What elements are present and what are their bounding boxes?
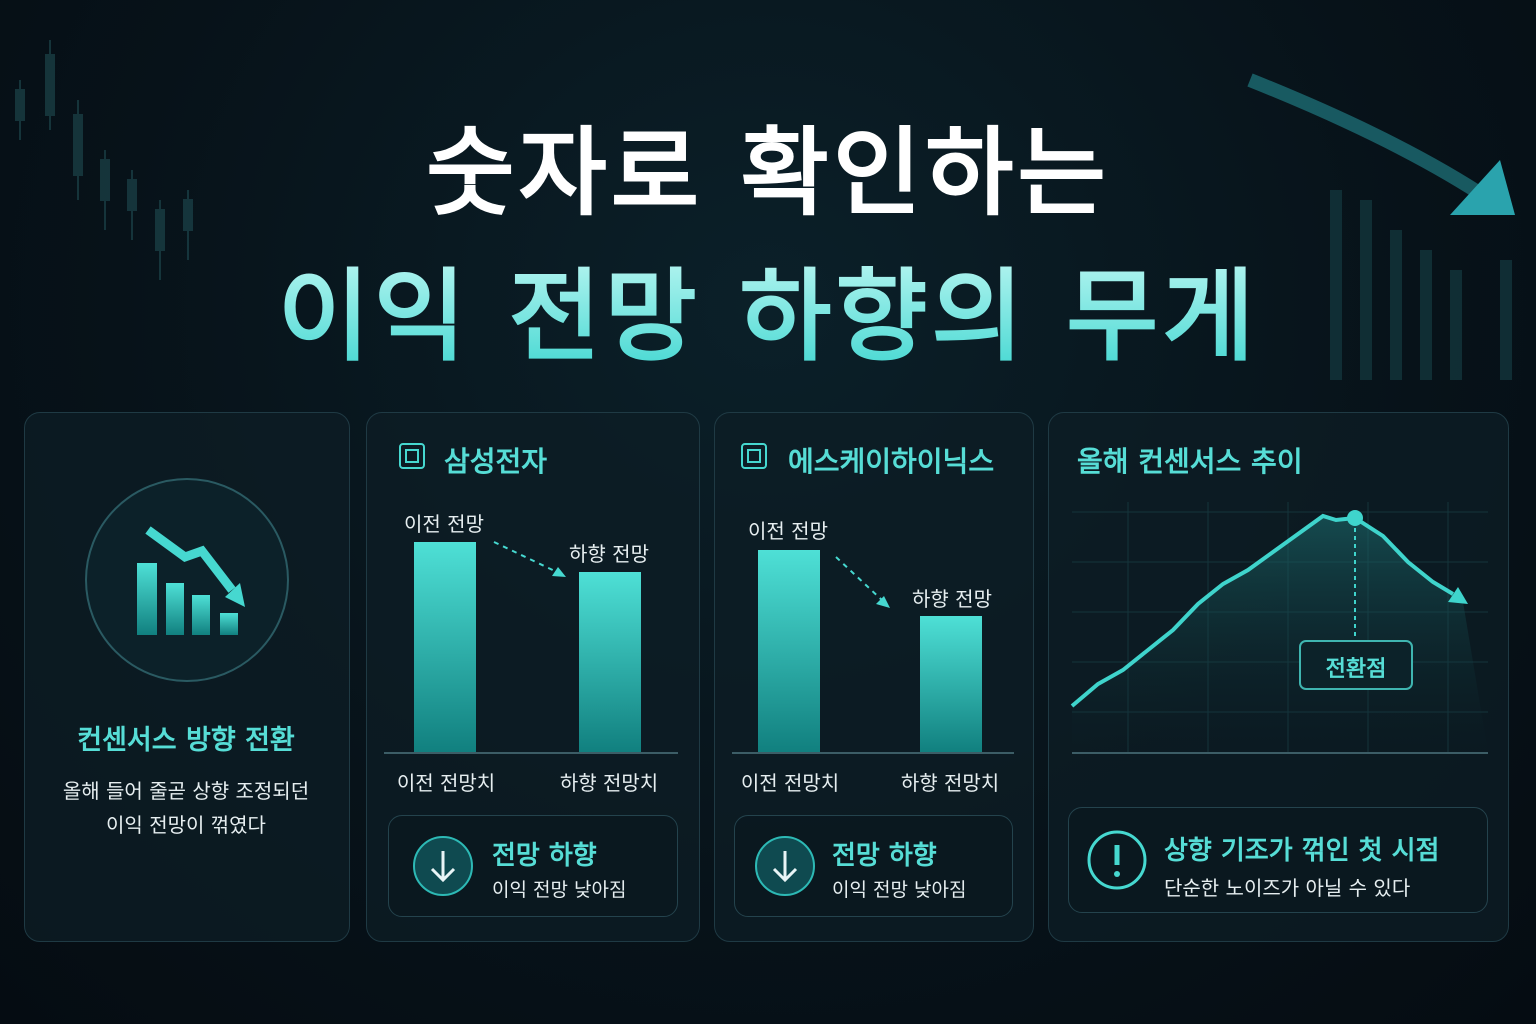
card-title: 올해 컨센서스 추이 <box>1077 445 1303 478</box>
title-line-2: 이익 전망 하향의 무게 <box>0 235 1536 380</box>
down-icon <box>755 836 815 896</box>
bar-illustration <box>384 443 678 754</box>
axis-label: 이전 전망치 <box>396 771 496 795</box>
bar-illustration <box>732 443 1014 754</box>
note-text: 단순한 노이즈가 아닐 수 있다 <box>1164 876 1411 900</box>
card-text: 이익 전망이 꺾였다 <box>106 813 266 837</box>
axis-label: 하향 전망치 <box>900 771 1000 795</box>
card-title: 삼성전자 <box>444 445 548 478</box>
badge-text: 이익 전망 낮아짐 <box>492 879 627 901</box>
badge <box>1068 807 1488 913</box>
bar-label: 하향 전망 <box>912 587 992 611</box>
card-title: 컨센서스 방향 전환 <box>77 725 295 756</box>
alert-icon <box>1087 830 1147 890</box>
bar-label: 이전 전망 <box>404 512 484 536</box>
card-title: 에스케이하이닉스 <box>788 445 995 478</box>
badge-text: 이익 전망 낮아짐 <box>832 879 967 901</box>
bar-label: 이전 전망 <box>748 519 828 543</box>
bar-label: 하향 전망 <box>569 542 649 566</box>
axis-label: 하향 전망치 <box>559 771 659 795</box>
down-icon <box>413 836 473 896</box>
marker-label: 전환점 <box>1325 657 1387 682</box>
badge-title: 전망 하향 <box>492 841 597 871</box>
axis-label: 이전 전망치 <box>740 771 840 795</box>
badge-title: 전망 하향 <box>832 841 937 871</box>
note-title: 상향 기조가 꺾인 첫 시점 <box>1164 836 1440 866</box>
card-text: 올해 들어 줄곧 상향 조정되던 <box>62 779 310 803</box>
trend-icon <box>85 478 289 682</box>
trend-illustration <box>1070 502 1488 754</box>
title-line-1: 숫자로 확인하는 <box>426 117 1110 229</box>
